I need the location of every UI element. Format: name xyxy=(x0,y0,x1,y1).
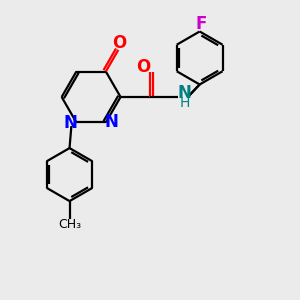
Text: N: N xyxy=(104,113,118,131)
Text: N: N xyxy=(64,114,77,132)
Text: CH₃: CH₃ xyxy=(58,218,81,231)
Text: N: N xyxy=(178,85,191,103)
Text: O: O xyxy=(136,58,151,76)
Text: F: F xyxy=(195,15,207,33)
Text: H: H xyxy=(179,97,190,110)
Text: O: O xyxy=(112,34,126,52)
